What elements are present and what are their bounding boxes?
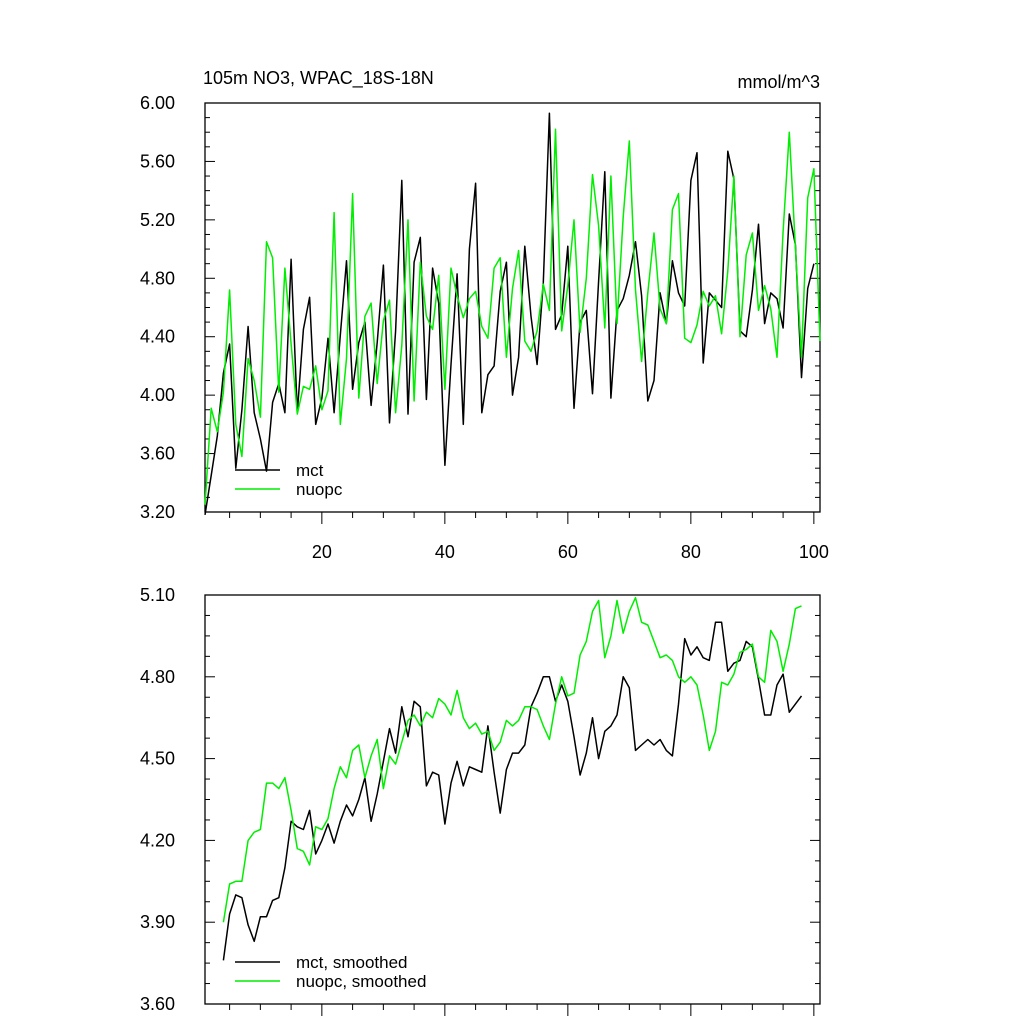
legend-label-mct-smoothed: mct, smoothed <box>296 953 408 972</box>
legend-label-nuopc: nuopc <box>296 480 343 499</box>
series-line-mct-smoothed <box>222 621 803 961</box>
y-tick-label: 5.60 <box>140 151 175 171</box>
y-tick-labels: 3.60 3.90 4.20 4.50 4.80 5.10 <box>140 585 175 1014</box>
chart-title: 105m NO3, WPAC_18S-18N <box>203 68 434 89</box>
x-tick-labels: 20 40 60 80 100 <box>312 542 829 562</box>
series-line-nuopc <box>204 128 821 505</box>
y-tick-label: 4.80 <box>140 667 175 687</box>
x-tick-label: 60 <box>558 542 578 562</box>
y-tick-label: 3.60 <box>140 994 175 1014</box>
y-tick-label: 4.50 <box>140 749 175 769</box>
y-tick-label: 3.60 <box>140 444 175 464</box>
y-tick-label: 4.20 <box>140 830 175 850</box>
tick-marks <box>205 102 820 524</box>
y-tick-label: 4.80 <box>140 268 175 288</box>
units-label: mmol/m^3 <box>738 72 820 92</box>
series-line-nuopc-smoothed <box>222 596 802 923</box>
tick-marks <box>205 594 820 1016</box>
plot-frame <box>204 594 821 1005</box>
series-line-mct <box>204 112 815 516</box>
x-tick-label: 20 <box>312 542 332 562</box>
x-tick-label: 40 <box>435 542 455 562</box>
legend-label-nuopc-smoothed: nuopc, smoothed <box>296 972 426 991</box>
bottom-panel: 3.60 3.90 4.20 4.50 4.80 5.10 mct, smoothed n… <box>140 585 821 1016</box>
legend-label-mct: mct <box>296 461 324 480</box>
y-tick-label: 5.20 <box>140 210 175 230</box>
y-tick-label: 5.10 <box>140 585 175 605</box>
y-tick-labels: 3.20 3.60 4.00 4.40 4.80 5.20 5.60 6.00 <box>140 93 175 522</box>
y-tick-label: 3.20 <box>140 502 175 522</box>
series-lines <box>222 596 803 961</box>
x-tick-label: 100 <box>799 542 829 562</box>
series-lines <box>204 112 821 516</box>
y-tick-label: 3.90 <box>140 912 175 932</box>
legend: mct, smoothed nuopc, smoothed <box>235 953 426 991</box>
top-panel: 105m NO3, WPAC_18S-18N mmol/m^3 3.20 3.60… <box>140 68 829 562</box>
x-tick-label: 80 <box>681 542 701 562</box>
legend: mct nuopc <box>235 461 343 499</box>
y-tick-label: 6.00 <box>140 93 175 113</box>
y-tick-label: 4.40 <box>140 327 175 347</box>
y-tick-label: 4.00 <box>140 385 175 405</box>
